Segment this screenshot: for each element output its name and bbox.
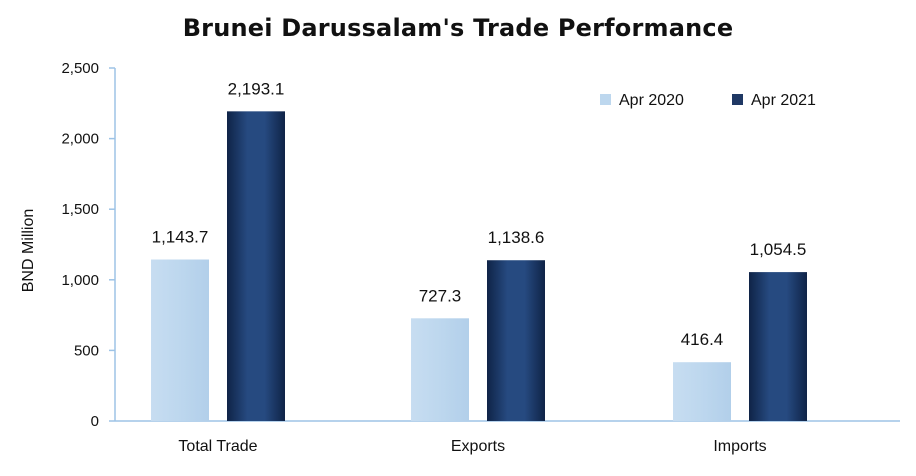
y-tick-label: 0 — [91, 413, 99, 430]
legend: Apr 2020 Apr 2021 — [600, 92, 816, 109]
legend-label: Apr 2020 — [619, 92, 684, 109]
y-tick-label: 1,500 — [61, 201, 99, 218]
y-axis-title: BND Million — [20, 209, 37, 293]
bar-apr-2021 — [487, 260, 545, 421]
data-label: 1,054.5 — [750, 240, 807, 259]
data-label: 727.3 — [419, 286, 462, 305]
y-tick-label: 2,000 — [61, 131, 99, 148]
x-category-label: Exports — [451, 438, 505, 455]
bar-apr-2020 — [411, 318, 469, 421]
data-label: 1,143.7 — [152, 228, 209, 247]
bar-apr-2020 — [151, 259, 209, 421]
x-category-label: Imports — [713, 438, 766, 455]
labels: 1,143.7 727.3 416.4 2,193.1 1,138.6 1,054.5 — [152, 79, 807, 349]
y-tick-label: 2,500 — [61, 60, 99, 77]
chart-title: Brunei Darussalam's Trade Performance — [182, 14, 734, 42]
bar-apr-2020 — [673, 362, 731, 421]
legend-swatch — [600, 94, 611, 105]
data-label: 416.4 — [681, 330, 724, 349]
data-label: 1,138.6 — [488, 228, 545, 247]
bar-apr-2021 — [227, 111, 285, 421]
x-category-label: Total Trade — [178, 438, 257, 455]
data-label: 2,193.1 — [228, 79, 285, 98]
y-tick-label: 500 — [74, 342, 99, 359]
y-tick-label: 1,000 — [61, 272, 99, 289]
legend-swatch — [732, 94, 743, 105]
bar-apr-2021 — [749, 272, 807, 421]
legend-label: Apr 2021 — [751, 92, 816, 109]
bars — [151, 111, 807, 421]
